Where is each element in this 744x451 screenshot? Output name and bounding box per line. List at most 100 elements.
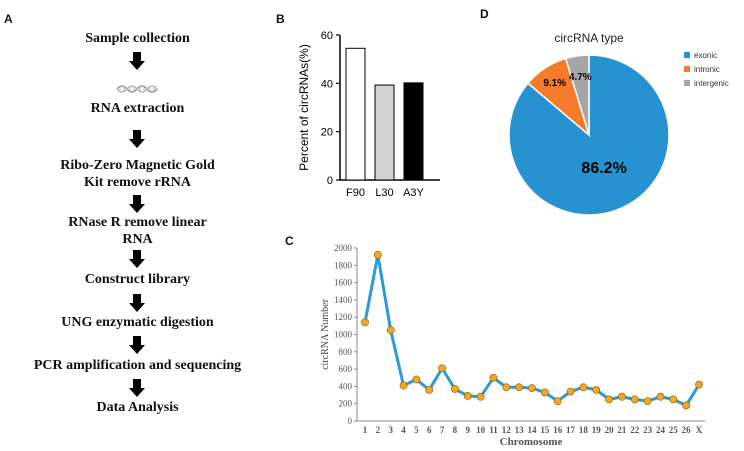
y-tick-label: 2000 — [334, 243, 353, 253]
y-tick-label: 400 — [339, 381, 353, 391]
y-tick-label: 60 — [321, 30, 333, 42]
bar — [403, 82, 424, 181]
down-arrow-icon — [129, 195, 145, 213]
x-tick-label: 5 — [414, 425, 419, 435]
x-tick-label: 12 — [502, 425, 512, 435]
x-tick-label: 2 — [376, 425, 381, 435]
data-point — [656, 392, 665, 401]
x-tick-label: L30 — [375, 187, 393, 199]
data-point — [630, 395, 639, 404]
y-tick-label: 200 — [339, 399, 353, 409]
x-tick-label: 1 — [363, 425, 368, 435]
down-arrow-icon — [129, 379, 145, 397]
data-point — [515, 383, 524, 392]
line-chart: 0 200 400 600 800 1000 1200 1400 1600 1800 2000 1 2 3… — [320, 243, 705, 448]
x-tick-label: 18 — [579, 425, 589, 435]
y-axis-label: circRNA Number — [320, 298, 331, 369]
y-tick-label: 40 — [321, 78, 333, 90]
legend-swatch — [684, 66, 690, 72]
data-point — [412, 375, 421, 384]
panel-letter-d: D — [480, 7, 489, 21]
x-tick-label: A3Y — [403, 187, 424, 199]
legend-swatch — [684, 80, 690, 86]
x-tick-label: 25 — [669, 425, 679, 435]
x-tick-label: 20 — [605, 425, 615, 435]
data-point — [386, 326, 395, 335]
data-point — [502, 383, 511, 392]
data-point — [528, 384, 536, 393]
y-tick-label: 1000 — [334, 330, 353, 340]
down-arrow-icon — [129, 130, 145, 148]
x-tick-label: 26 — [682, 425, 692, 435]
pie-title: circRNA type — [554, 31, 624, 45]
legend-label: exonic — [694, 51, 717, 60]
dna-helix-icon — [116, 85, 158, 93]
x-tick-label: 17 — [566, 425, 576, 435]
x-tick-label: 4 — [401, 425, 406, 435]
x-tick-label: 6 — [427, 425, 432, 435]
x-tick-label: 14 — [528, 425, 538, 435]
panel-letter-c: C — [285, 234, 294, 248]
y-tick-label: 1600 — [334, 278, 353, 288]
legend-swatch — [684, 52, 690, 58]
y-tick-label: 1400 — [334, 295, 353, 305]
y-tick-label: 0 — [327, 175, 333, 187]
workflow-step: RNase R remove linear RNA — [68, 215, 207, 247]
x-axis-label: Chromosome — [500, 436, 563, 448]
workflow-step: Ribo-Zero Magnetic Gold Kit remove rRNA — [60, 158, 215, 190]
data-point — [425, 385, 434, 394]
data-point — [618, 392, 626, 401]
legend-label: intronic — [694, 65, 720, 74]
x-tick-label: X — [696, 425, 703, 435]
data-point — [540, 388, 549, 397]
x-tick-label: 19 — [592, 425, 602, 435]
pie-chart: circRNA type 86.2% 9.1%4.7% exonic intronic i… — [508, 31, 729, 216]
x-tick-label: 10 — [476, 425, 486, 435]
x-tick-label: 23 — [643, 425, 653, 435]
x-tick-label: 7 — [440, 425, 445, 435]
data-point — [463, 392, 472, 400]
bar-chart: 0 20 40 60 F90 L30 A3Y Percent of circRNAs(%) — [297, 30, 440, 199]
x-tick-label: F90 — [346, 187, 365, 199]
y-tick-label: 20 — [321, 127, 333, 139]
panel-letter-b: B — [276, 12, 285, 26]
workflow-step: Sample collection — [85, 31, 190, 46]
y-tick-label: 600 — [339, 364, 353, 374]
down-arrow-icon — [129, 52, 145, 70]
data-point — [579, 383, 588, 392]
data-point — [695, 380, 703, 389]
bar — [345, 47, 366, 181]
data-point — [476, 392, 485, 401]
x-tick-label: 16 — [553, 425, 563, 435]
down-arrow-icon — [129, 250, 145, 268]
data-point — [682, 401, 691, 410]
x-tick-label: 11 — [489, 425, 498, 435]
y-tick-label: 800 — [339, 347, 353, 357]
x-tick-label: 15 — [540, 425, 550, 435]
slice-label: 86.2% — [581, 160, 626, 177]
y-tick-label: 0 — [348, 416, 353, 426]
data-point — [489, 373, 498, 382]
x-tick-label: 13 — [515, 425, 525, 435]
workflow-step: PCR amplification and sequencing — [33, 358, 242, 373]
x-tick-label: 8 — [453, 425, 458, 435]
slice-label: 9.1% — [543, 78, 566, 89]
workflow-step: Data Analysis — [96, 400, 179, 415]
data-point — [592, 385, 601, 394]
x-tick-label: 9 — [466, 425, 471, 435]
data-point — [566, 387, 575, 396]
y-tick-label: 1200 — [334, 312, 353, 322]
data-point — [553, 397, 562, 406]
workflow-step: Construct library — [84, 272, 191, 287]
data-point — [605, 395, 613, 404]
x-tick-label: 22 — [630, 425, 640, 435]
workflow-step: UNG enzymatic digestion — [61, 315, 214, 330]
data-point — [451, 385, 459, 393]
y-axis-label: Percent of circRNAs(%) — [297, 44, 311, 171]
y-tick-label: 1800 — [334, 260, 353, 270]
data-point — [373, 251, 382, 259]
workflow-step: RNA extraction — [90, 101, 185, 116]
pie-slice — [564, 54, 590, 136]
down-arrow-icon — [129, 336, 145, 354]
bar — [374, 84, 395, 181]
